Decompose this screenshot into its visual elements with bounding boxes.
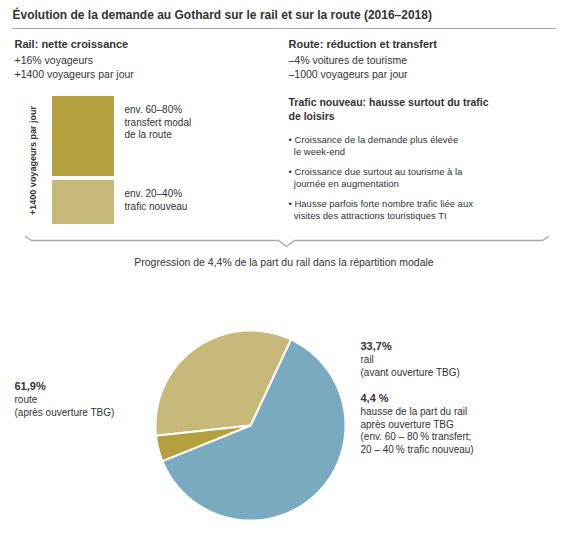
svg-text:• Croissance due surtout au to: • Croissance due surtout au tourisme à l…	[289, 166, 464, 189]
svg-text:rail(avant ouverture TBG): rail(avant ouverture TBG)	[361, 354, 460, 378]
svg-text:–4% voitures de tourisme: –4% voitures de tourisme	[289, 54, 408, 66]
svg-text:• Hausse parfois forte nombre: • Hausse parfois forte nombre trafic lié…	[289, 198, 474, 221]
svg-text:route(après ouverture TBG): route(après ouverture TBG)	[15, 394, 115, 418]
svg-text:+1400 voyageurs par jour: +1400 voyageurs par jour	[15, 68, 135, 80]
svg-text:env. 20–40%trafic nouveau: env. 20–40%trafic nouveau	[125, 188, 188, 212]
svg-text:4,4 %: 4,4 %	[361, 392, 389, 404]
svg-text:env. 60–80%transfert modalde l: env. 60–80%transfert modalde la route	[125, 104, 192, 140]
svg-text:hausse de la part du railaprès: hausse de la part du railaprès ouverture…	[361, 406, 474, 455]
svg-text:–1000 voyageurs par jour: –1000 voyageurs par jour	[289, 68, 409, 80]
svg-text:Trafic nouveau: hausse surtout: Trafic nouveau: hausse surtout du trafic…	[289, 96, 489, 122]
svg-text:+16% voyageurs: +16% voyageurs	[15, 54, 94, 66]
svg-text:Évolution de la demande au Got: Évolution de la demande au Gothard sur l…	[13, 7, 432, 22]
svg-text:33,7%: 33,7%	[361, 340, 392, 352]
svg-text:Rail: nette croissance: Rail: nette croissance	[15, 38, 129, 50]
svg-text:+1400 voyageurs par jour: +1400 voyageurs par jour	[28, 106, 38, 215]
svg-text:Progression de 4,4% de la part: Progression de 4,4% de la part du rail d…	[134, 256, 434, 268]
svg-text:Route: réduction et transfert: Route: réduction et transfert	[289, 38, 438, 50]
svg-text:61,9%: 61,9%	[15, 380, 46, 392]
svg-text:• Croissance de la demande plu: • Croissance de la demande plus élevée l…	[289, 134, 459, 157]
